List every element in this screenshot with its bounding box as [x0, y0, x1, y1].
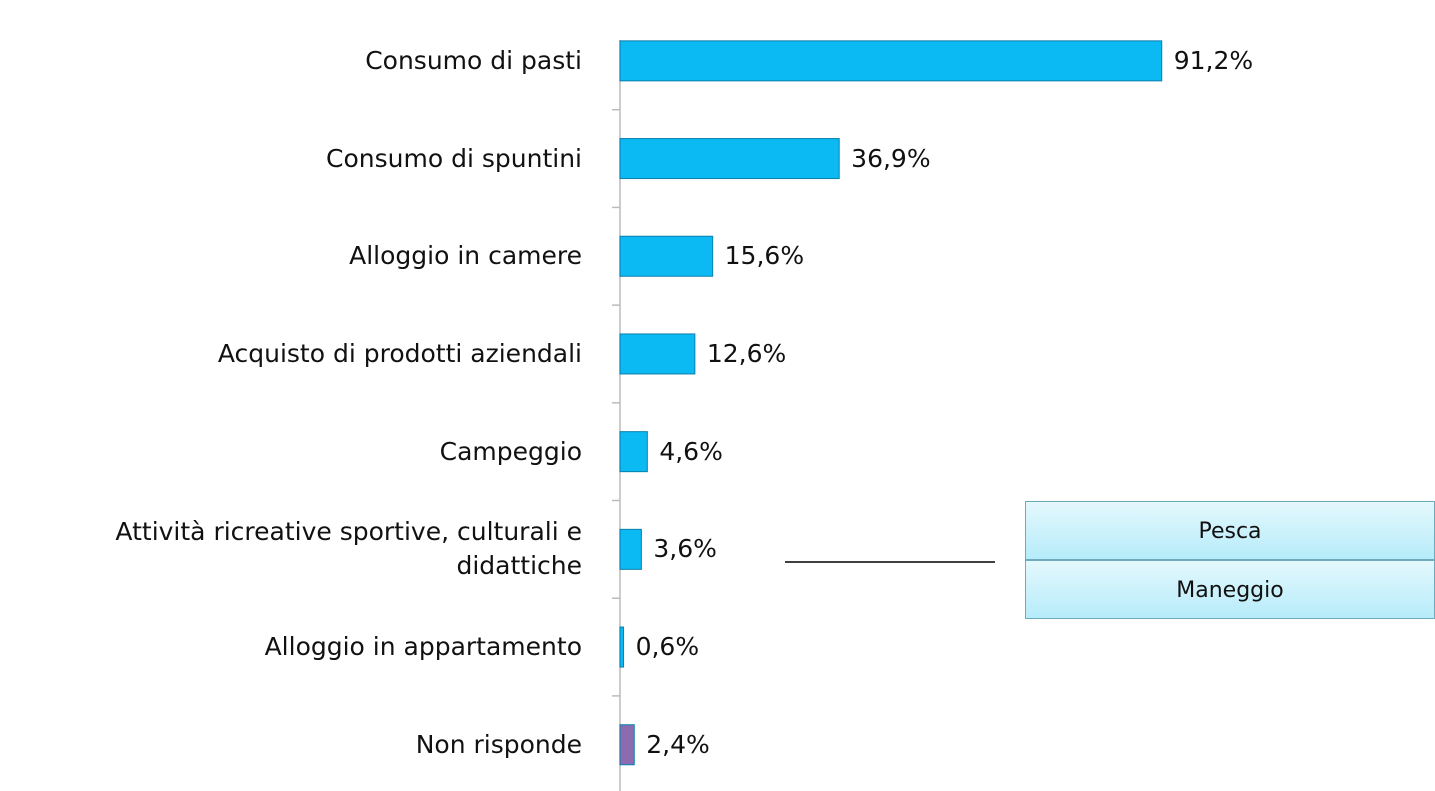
category-label: Non risponde: [415, 729, 582, 759]
value-label: 36,9%: [851, 143, 931, 173]
category-label: Consumo di spuntini: [326, 143, 582, 173]
bar: [619, 528, 642, 570]
callout-item: Pesca: [1025, 501, 1435, 560]
value-label: 4,6%: [659, 436, 723, 466]
category-label: Consumo di pasti: [365, 45, 582, 75]
value-label: 12,6%: [706, 338, 787, 368]
value-label: 3,6%: [653, 534, 717, 564]
category-label: Attività ricreative sportive, culturali …: [115, 517, 582, 581]
bar: [619, 626, 625, 668]
value-label: 91,2%: [1173, 45, 1254, 75]
value-label: 2,4%: [646, 729, 710, 759]
category-label: Alloggio in appartamento: [264, 632, 582, 662]
category-label: Campeggio: [439, 436, 582, 466]
bar: [619, 333, 696, 375]
value-label: 0,6%: [635, 632, 700, 662]
bar: [619, 40, 1163, 82]
value-label: 15,6%: [724, 241, 805, 271]
bar: [619, 431, 648, 473]
bar: [619, 235, 714, 277]
category-label: Acquisto di prodotti aziendali: [217, 338, 582, 368]
bar: [619, 724, 635, 766]
callout-item: Maneggio: [1025, 560, 1435, 619]
bar: [619, 138, 840, 180]
category-label: Alloggio in camere: [349, 241, 582, 271]
